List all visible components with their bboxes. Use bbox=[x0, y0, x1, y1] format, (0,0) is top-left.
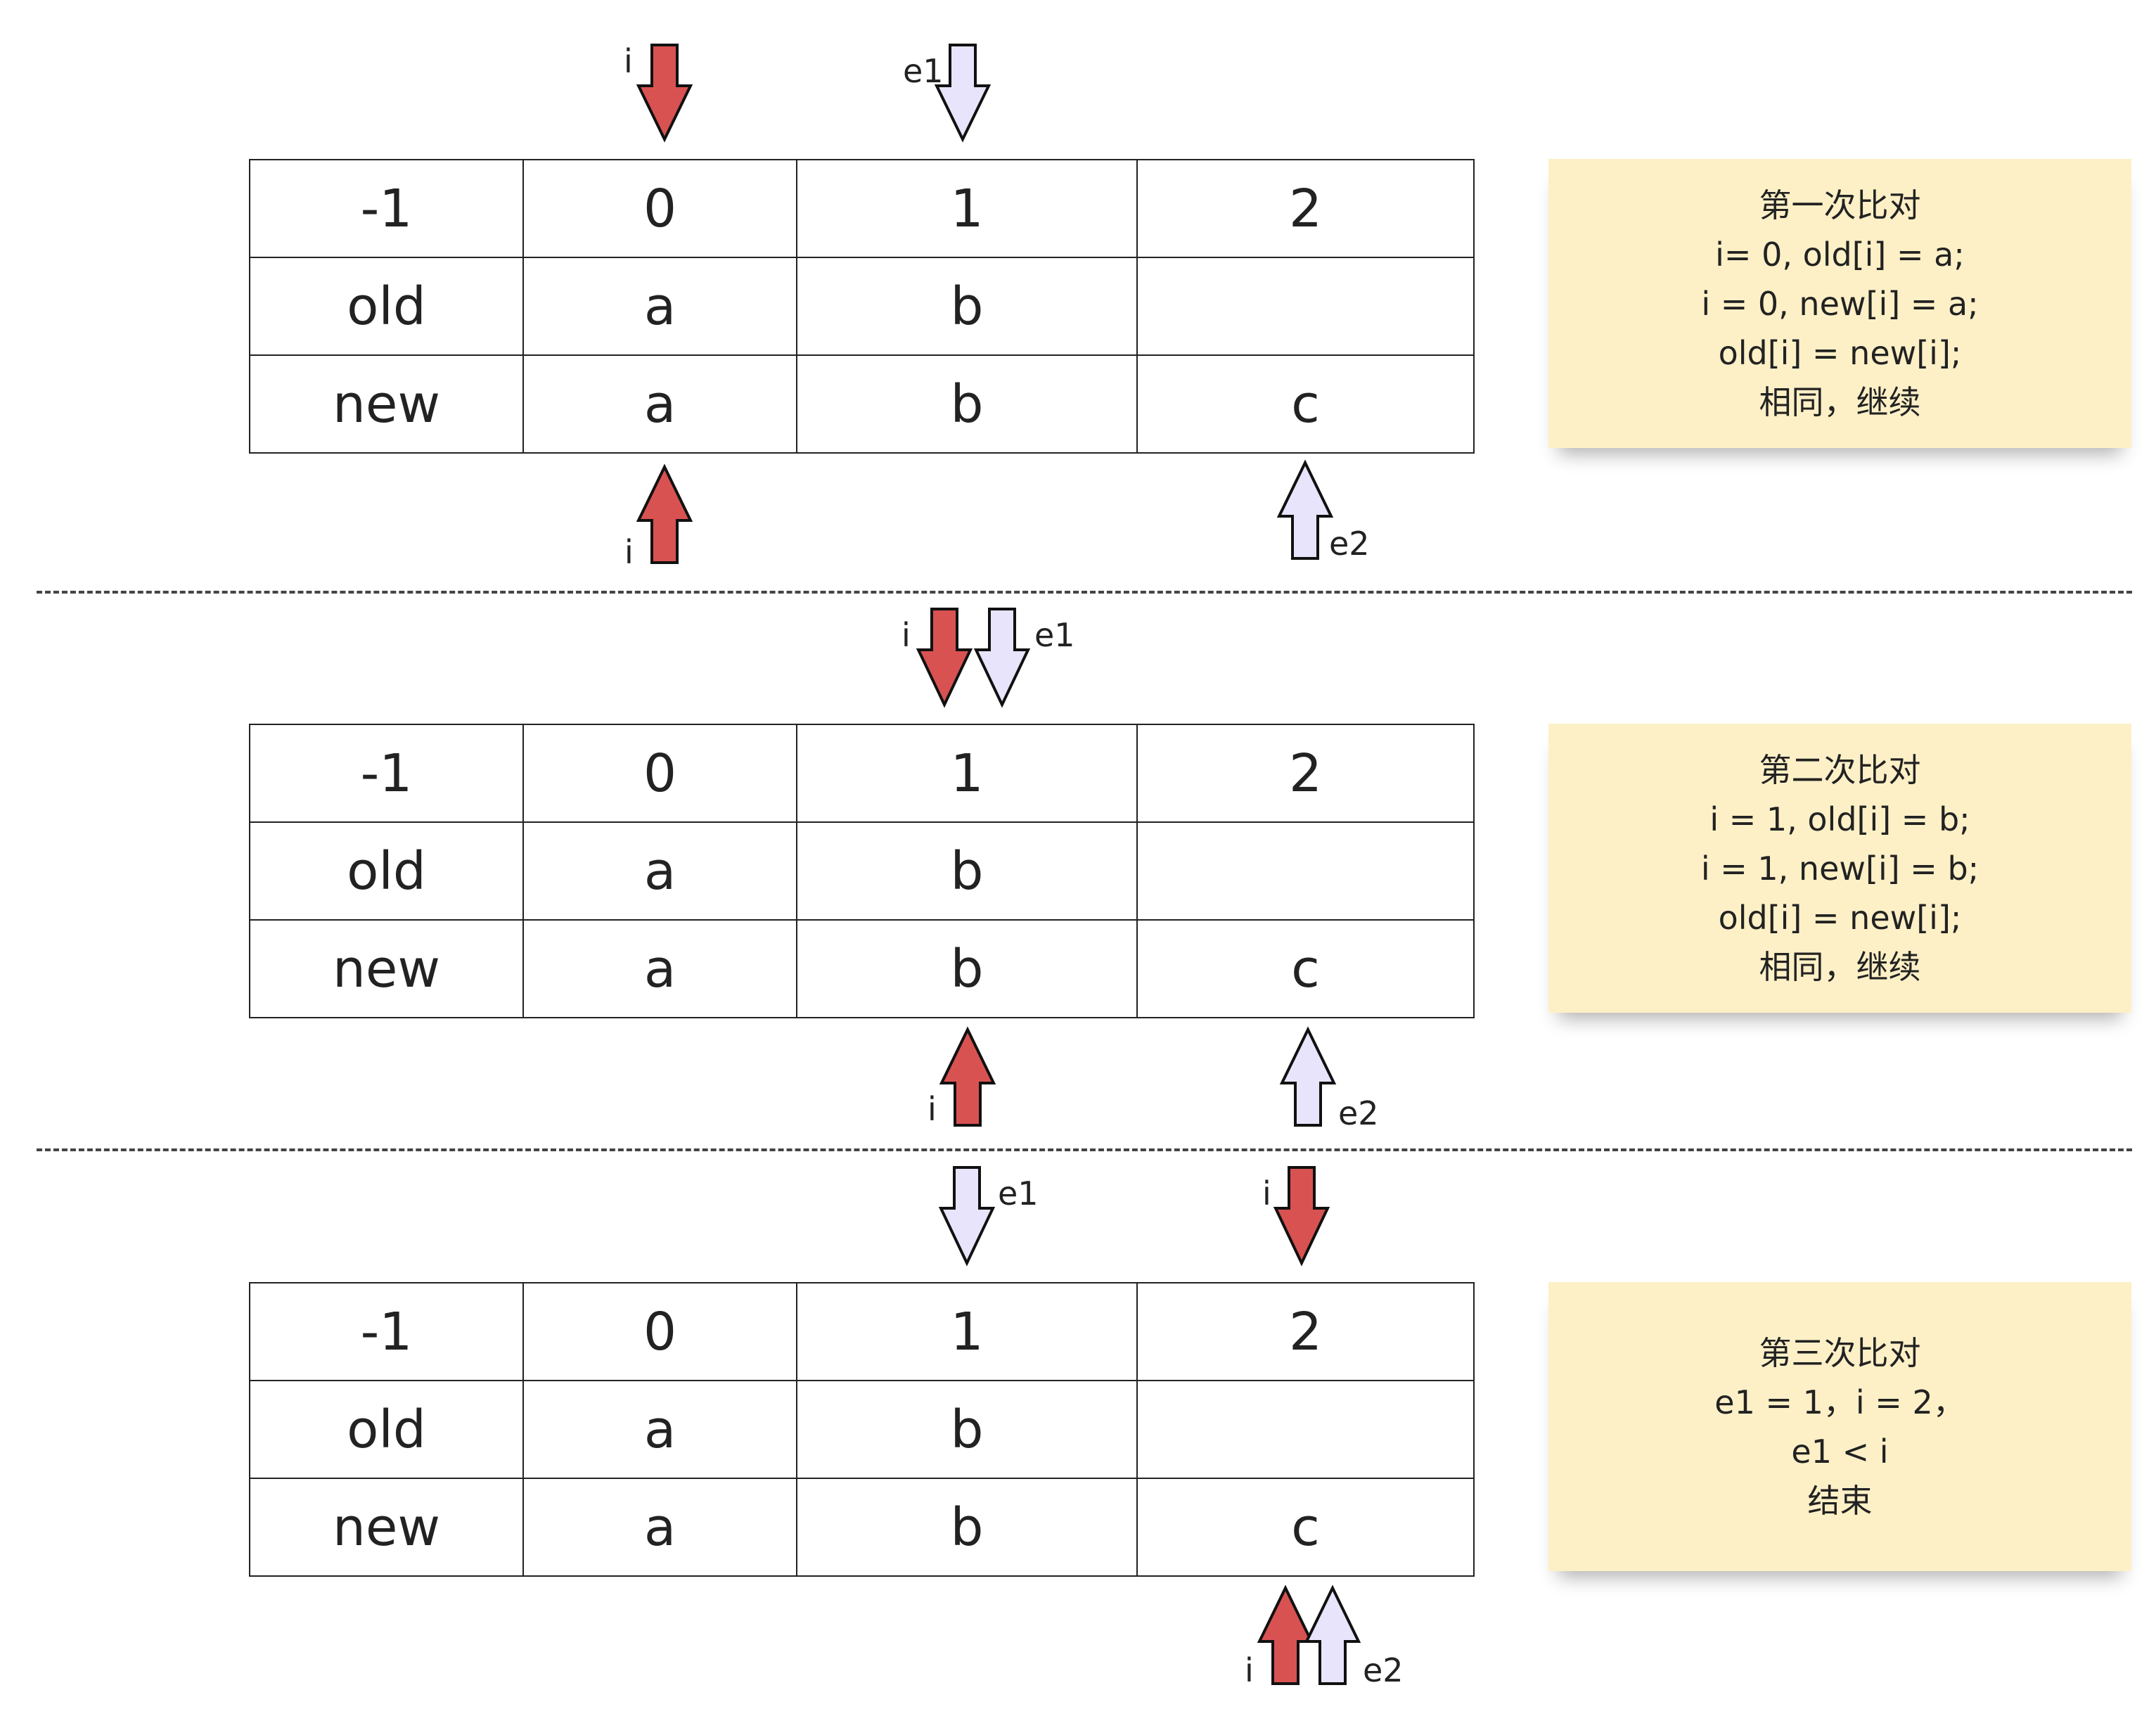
arrow-down-icon bbox=[1273, 1166, 1330, 1267]
cell-old: b bbox=[796, 821, 1138, 921]
note-step-1: 第一次比对 i= 0, old[i] = a; i = 0, new[i] = … bbox=[1548, 159, 2131, 448]
arrow-down-icon bbox=[973, 608, 1031, 708]
cell-index: -1 bbox=[249, 724, 524, 823]
array-table-step-3: -1 0 1 2 old a b new a b c bbox=[249, 1282, 1475, 1577]
arrow-down-icon bbox=[938, 1166, 996, 1267]
cell-index: -1 bbox=[249, 159, 524, 258]
note-line: 相同，继续 bbox=[1759, 383, 1921, 421]
pointer-label: e2 bbox=[1363, 1651, 1404, 1689]
arrow-up-icon bbox=[939, 1026, 996, 1127]
arrow-up-icon bbox=[636, 463, 693, 564]
note-step-3: 第三次比对 e1 = 1，i = 2， e1 < i 结束 bbox=[1548, 1282, 2131, 1571]
cell-new: a bbox=[522, 354, 797, 454]
cell-index: 1 bbox=[796, 724, 1138, 823]
arrow-up-icon bbox=[1276, 459, 1334, 560]
cell-old: b bbox=[796, 257, 1138, 356]
cell-index: 2 bbox=[1136, 1282, 1475, 1381]
pointer-label: e1 bbox=[903, 52, 944, 90]
row-label-new: new bbox=[249, 1478, 524, 1577]
cell-index: 0 bbox=[522, 724, 797, 823]
cell-old: a bbox=[522, 257, 797, 356]
cell-old bbox=[1136, 1380, 1475, 1479]
note-line: 第三次比对 bbox=[1759, 1333, 1921, 1372]
cell-new: c bbox=[1136, 1478, 1475, 1577]
row-label-old: old bbox=[249, 1380, 524, 1479]
note-line: e1 = 1，i = 2， bbox=[1714, 1383, 1965, 1421]
row-label-old: old bbox=[249, 821, 524, 921]
pointer-label: e1 bbox=[998, 1174, 1039, 1212]
note-line: 结束 bbox=[1807, 1481, 1873, 1520]
pointer-label: i bbox=[624, 42, 633, 80]
note-line: 第一次比对 bbox=[1759, 186, 1921, 224]
cell-new: c bbox=[1136, 354, 1475, 454]
arrow-down-icon bbox=[934, 44, 992, 143]
cell-index: 0 bbox=[522, 1282, 797, 1381]
note-line: old[i] = new[i]; bbox=[1718, 333, 1962, 372]
note-line: old[i] = new[i]; bbox=[1718, 898, 1962, 937]
pointer-label: i bbox=[1245, 1651, 1254, 1689]
pointer-label: i bbox=[901, 616, 911, 654]
cell-old: a bbox=[522, 1380, 797, 1479]
cell-old: b bbox=[796, 1380, 1138, 1479]
array-table-step-1: -1 0 1 2 old a b new a b c bbox=[249, 159, 1475, 454]
step-separator bbox=[37, 591, 2132, 594]
arrow-up-icon bbox=[1279, 1026, 1337, 1127]
cell-index: 1 bbox=[796, 1282, 1138, 1381]
cell-index: 2 bbox=[1136, 724, 1475, 823]
row-label-new: new bbox=[249, 354, 524, 454]
row-label-new: new bbox=[249, 919, 524, 1018]
arrow-up-icon bbox=[1257, 1584, 1314, 1685]
step-separator bbox=[37, 1148, 2132, 1151]
array-table-step-2: -1 0 1 2 old a b new a b c bbox=[249, 724, 1475, 1018]
cell-index: 1 bbox=[796, 159, 1138, 258]
note-line: i = 1, old[i] = b; bbox=[1709, 800, 1970, 838]
arrow-up-icon bbox=[1304, 1584, 1361, 1685]
cell-new: b bbox=[796, 919, 1138, 1018]
cell-index: 0 bbox=[522, 159, 797, 258]
note-line: i = 1, new[i] = b; bbox=[1700, 849, 1979, 888]
note-line: 第二次比对 bbox=[1759, 750, 1921, 789]
cell-index: 2 bbox=[1136, 159, 1475, 258]
row-label-old: old bbox=[249, 257, 524, 356]
pointer-label: e2 bbox=[1338, 1094, 1379, 1132]
note-line: 相同，继续 bbox=[1759, 947, 1921, 986]
arrow-down-icon bbox=[916, 608, 973, 708]
note-line: e1 < i bbox=[1791, 1432, 1889, 1471]
cell-old: a bbox=[522, 821, 797, 921]
cell-new: b bbox=[796, 1478, 1138, 1577]
cell-new: c bbox=[1136, 919, 1475, 1018]
pointer-label: i bbox=[624, 533, 634, 571]
pointer-label: i bbox=[1262, 1174, 1271, 1212]
note-line: i = 0, new[i] = a; bbox=[1701, 284, 1979, 323]
pointer-label: e2 bbox=[1329, 525, 1370, 563]
pointer-label: e1 bbox=[1034, 616, 1075, 654]
note-step-2: 第二次比对 i = 1, old[i] = b; i = 1, new[i] =… bbox=[1548, 724, 2131, 1013]
cell-old bbox=[1136, 821, 1475, 921]
note-line: i= 0, old[i] = a; bbox=[1715, 235, 1965, 274]
pointer-label: i bbox=[928, 1090, 937, 1128]
arrow-down-icon bbox=[636, 44, 693, 143]
cell-new: b bbox=[796, 354, 1138, 454]
cell-new: a bbox=[522, 1478, 797, 1577]
cell-index: -1 bbox=[249, 1282, 524, 1381]
cell-old bbox=[1136, 257, 1475, 356]
cell-new: a bbox=[522, 919, 797, 1018]
